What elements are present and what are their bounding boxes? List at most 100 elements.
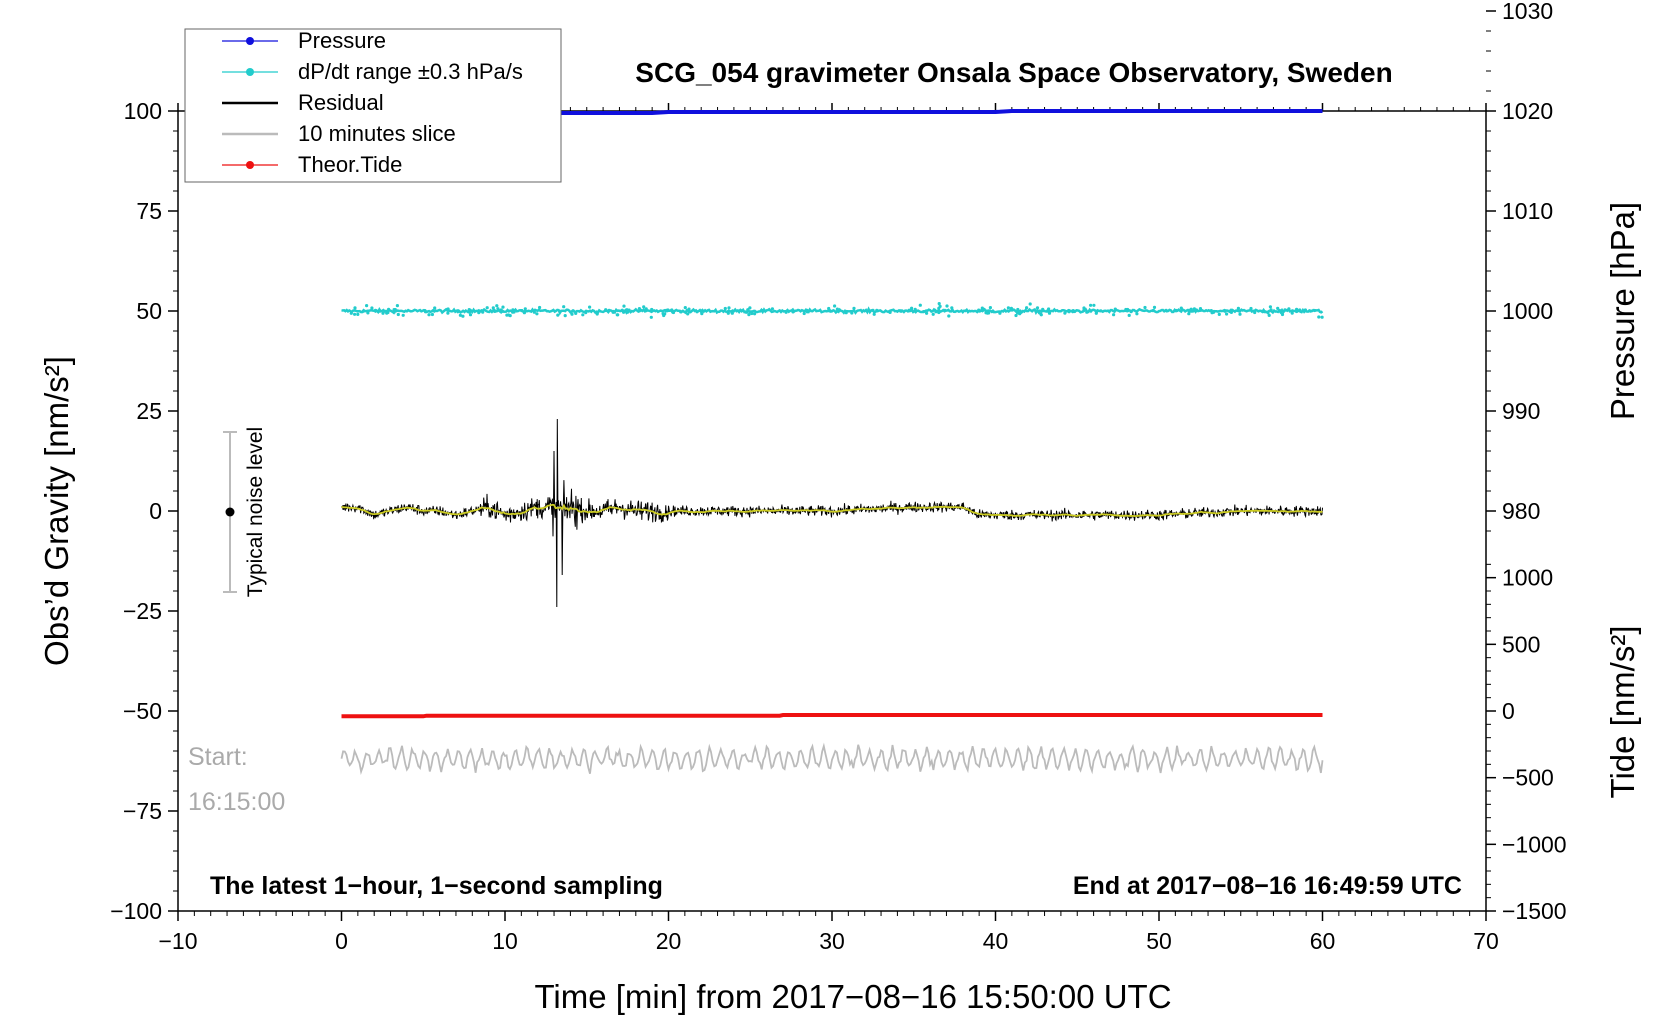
dpdt-point — [1067, 308, 1071, 313]
dpdt-point — [1016, 307, 1020, 312]
dpdt-point — [802, 311, 806, 316]
dpdt-point — [401, 313, 405, 317]
dpdt-point — [1308, 309, 1313, 313]
dpdt-point — [1198, 307, 1203, 311]
dpdt-point — [1298, 308, 1302, 312]
dpdt-point — [491, 306, 495, 310]
dpdt-point — [875, 308, 879, 312]
tide-axis-title: Tide [nm/s²] — [1604, 626, 1641, 799]
dpdt-point — [1253, 310, 1257, 315]
dpdt-point — [695, 310, 699, 314]
dpdt-point — [1046, 309, 1050, 313]
dpdt-point — [1290, 311, 1294, 315]
dpdt-point — [500, 309, 504, 313]
x-tick-label: −10 — [158, 928, 197, 954]
dpdt-point — [998, 311, 1002, 315]
series-layer — [340, 109, 1324, 776]
dpdt-point — [1082, 306, 1086, 310]
dpdt-point — [1295, 309, 1299, 314]
tide-tick-label: 1000 — [1502, 565, 1553, 591]
dpdt-point — [506, 313, 511, 317]
legend-item: Residual — [222, 90, 384, 115]
pressure-axis-ticks: 1030 1020 1010 1000 990 980 — [1486, 0, 1553, 524]
dpdt-point — [1320, 315, 1324, 319]
dpdt-point — [747, 313, 751, 317]
dpdt-point — [784, 310, 788, 314]
legend-item: 10 minutes slice — [222, 121, 456, 146]
dpdt-point — [1269, 308, 1273, 312]
noise-label: Typical noise level — [244, 427, 267, 597]
residual-series — [341, 418, 1323, 608]
dpdt-point — [850, 311, 854, 315]
dpdt-point — [538, 305, 542, 310]
dpdt-point — [392, 310, 396, 314]
dpdt-point — [977, 308, 981, 312]
dpdt-point — [595, 310, 600, 314]
dpdt-point — [1283, 308, 1287, 312]
dpdt-point — [461, 314, 465, 318]
dpdt-point — [625, 308, 629, 312]
dpdt-point — [1279, 310, 1283, 314]
dpdt-point — [571, 309, 575, 313]
pressure-axis-title: Pressure [hPa] — [1604, 202, 1641, 420]
dpdt-point — [852, 306, 856, 310]
dpdt-point — [723, 306, 727, 311]
x-tick-label: 50 — [1146, 928, 1172, 954]
dpdt-point — [1212, 310, 1216, 314]
tide-tick-label: 500 — [1502, 631, 1540, 657]
dpdt-point — [607, 308, 611, 312]
legend-label: Theor.Tide — [298, 152, 402, 177]
dpdt-point — [1174, 308, 1178, 313]
dpdt-point — [1276, 306, 1280, 310]
y-tick-label: 50 — [136, 298, 162, 324]
y-tick-label: 0 — [149, 498, 162, 524]
dpdt-point — [520, 309, 524, 313]
x-axis-ticks: −10 0 10 20 30 40 50 60 70 — [158, 103, 1499, 954]
y-tick-label: 25 — [136, 398, 162, 424]
noise-indicator: Typical noise level — [223, 427, 267, 597]
dpdt-point — [381, 311, 385, 315]
dpdt-point — [699, 309, 703, 313]
dpdt-point — [1018, 312, 1022, 316]
dpdt-point — [991, 310, 995, 314]
dpdt-point — [828, 309, 832, 313]
x-tick-label: 0 — [335, 928, 348, 954]
dpdt-point — [496, 307, 500, 311]
dpdt-point — [467, 308, 471, 312]
dpdt-point — [687, 307, 691, 311]
dpdt-point — [1112, 313, 1116, 317]
legend-swatch-marker — [246, 37, 254, 45]
dpdt-point — [584, 311, 588, 315]
y-tick-label: −100 — [110, 898, 162, 924]
dpdt-point — [760, 308, 764, 313]
dpdt-point — [477, 311, 481, 315]
legend-label: Residual — [298, 90, 384, 115]
dpdt-point — [395, 304, 399, 308]
pressure-tick-label: 980 — [1502, 498, 1540, 524]
noise-center-dot — [225, 507, 235, 517]
dpdt-point — [625, 310, 630, 314]
legend-item: dP/dt range ±0.3 hPa/s — [222, 59, 523, 84]
dpdt-point — [620, 308, 624, 312]
dpdt-point — [427, 313, 431, 317]
dpdt-point — [918, 303, 922, 307]
dpdt-point — [1187, 312, 1191, 316]
dpdt-point — [937, 302, 941, 306]
dpdt-point — [1192, 307, 1196, 311]
x-tick-label: 20 — [656, 928, 682, 954]
dpdt-point — [871, 308, 875, 312]
dpdt-point — [446, 311, 450, 315]
dpdt-point — [1209, 309, 1213, 313]
dpdt-point — [523, 307, 527, 311]
dpdt-point — [1009, 306, 1014, 310]
dpdt-point — [535, 312, 539, 316]
start-time: 16:15:00 — [188, 788, 285, 816]
dpdt-point — [616, 313, 620, 317]
dpdt-point — [1006, 306, 1011, 310]
dpdt-point — [456, 309, 460, 313]
dpdt-point — [922, 310, 926, 314]
dpdt-point — [458, 313, 462, 317]
dpdt-point — [670, 308, 674, 312]
tide-tick-label: −500 — [1502, 765, 1554, 791]
dpdt-point — [1189, 307, 1193, 311]
